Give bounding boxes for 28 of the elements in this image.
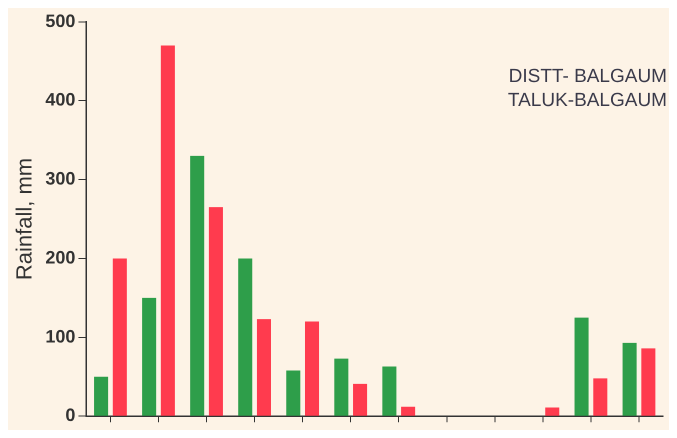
bar <box>238 258 252 416</box>
bar <box>401 406 416 416</box>
bar <box>304 322 320 416</box>
bar <box>574 318 589 416</box>
y-tick-label: 0 <box>65 405 76 426</box>
bar <box>190 156 204 416</box>
bar <box>286 370 300 416</box>
bar <box>334 358 348 416</box>
y-tick-label: 400 <box>45 90 76 110</box>
bar <box>353 384 368 416</box>
bar <box>94 376 108 416</box>
bar <box>382 366 396 416</box>
y-tick-label: 300 <box>45 168 76 189</box>
y-tick-label: 500 <box>45 10 76 31</box>
bar <box>160 45 175 416</box>
bar <box>593 378 608 416</box>
y-tick-label: 100 <box>45 326 76 346</box>
bar <box>256 319 271 416</box>
annotation: TALUK-BALGAUM <box>508 90 667 111</box>
y-tick-label: 200 <box>45 247 76 268</box>
bar <box>142 298 156 416</box>
annotation: DISTT- BALGAUM <box>508 66 667 87</box>
bar <box>545 408 560 416</box>
bar <box>112 258 127 416</box>
bar <box>622 342 637 416</box>
bar <box>208 207 223 416</box>
bar <box>641 348 656 416</box>
y-axis-title: Rainfall, mm <box>11 158 36 280</box>
